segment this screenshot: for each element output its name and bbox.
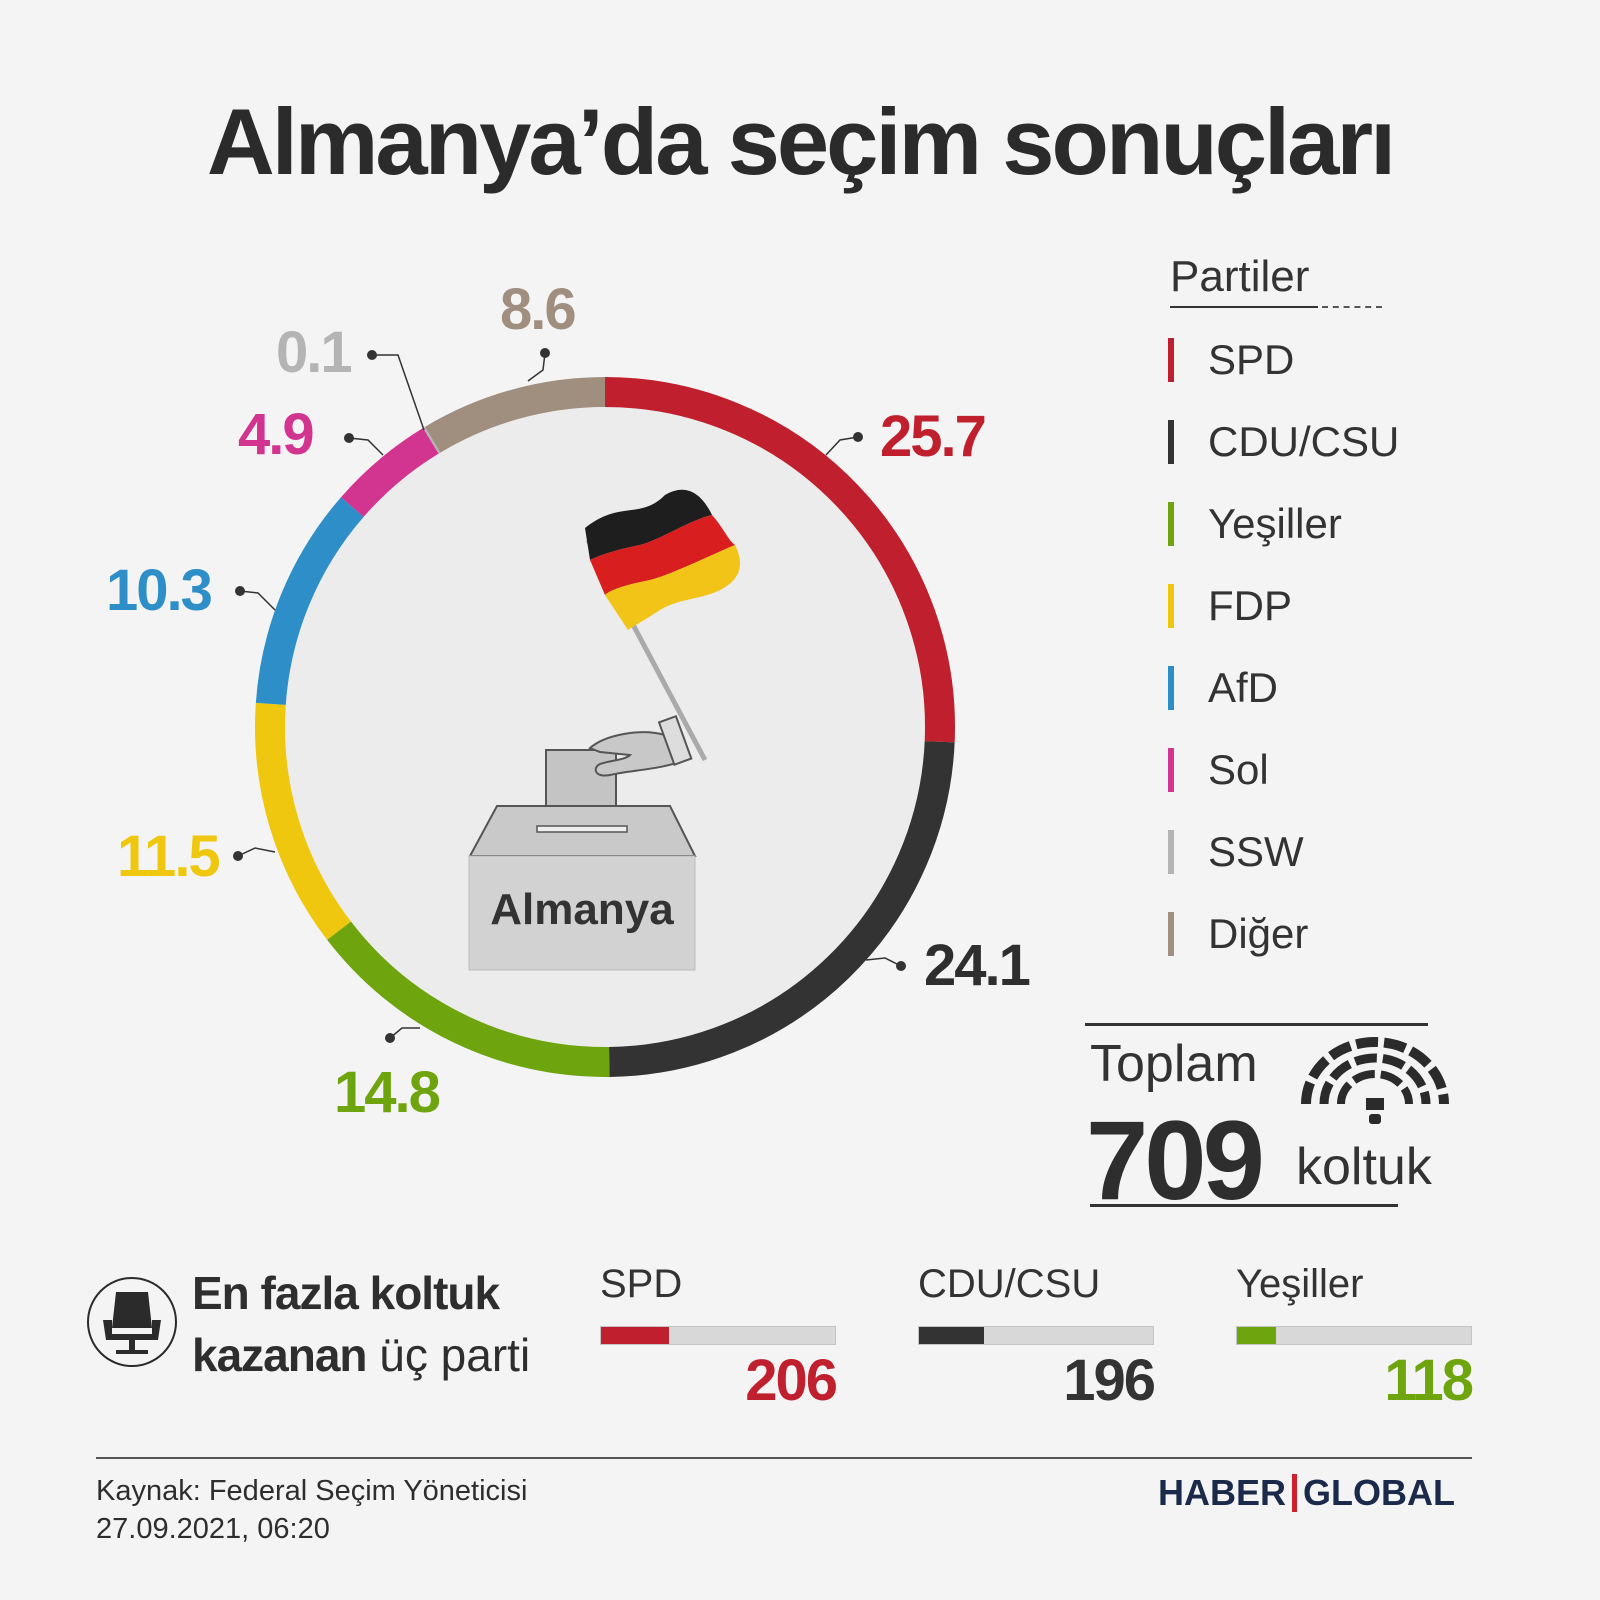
label-afd: 10.3 bbox=[106, 558, 213, 623]
heading-rest: üç parti bbox=[366, 1329, 531, 1381]
party-name: Yeşiller bbox=[1236, 1262, 1364, 1306]
german-flag-icon bbox=[585, 489, 740, 762]
label-sol: 4.9 bbox=[238, 402, 315, 467]
logo-separator bbox=[1292, 1474, 1298, 1512]
heading-bold-2: kazanan bbox=[192, 1329, 368, 1381]
legend-item: Diğer bbox=[1168, 910, 1309, 957]
donut-segment-ssw bbox=[423, 426, 441, 454]
legend-swatch bbox=[1168, 666, 1174, 710]
legend-label: Sol bbox=[1208, 746, 1269, 793]
legend-item: CDU/CSU bbox=[1168, 418, 1400, 465]
label-spd: 25.7 bbox=[880, 404, 987, 469]
donut-segment-afd bbox=[255, 497, 364, 706]
legend-swatch bbox=[1168, 584, 1174, 628]
legend-item: AfD bbox=[1168, 664, 1279, 711]
seat-bar bbox=[1236, 1326, 1472, 1345]
legend-label: SPD bbox=[1208, 336, 1295, 383]
seat-count: 206 bbox=[745, 1348, 838, 1413]
seat-bar-fill bbox=[601, 1327, 669, 1344]
legend-title: Partiler bbox=[1170, 252, 1310, 301]
leader-lines bbox=[237, 352, 902, 1039]
seat-count: 118 bbox=[1384, 1348, 1474, 1413]
footer-divider bbox=[96, 1457, 1472, 1459]
legend-swatch bbox=[1168, 338, 1174, 382]
legend-swatch bbox=[1168, 502, 1174, 546]
label-fdp: 11.5 bbox=[117, 824, 221, 889]
page-title: Almanya’da seçim sonuçları bbox=[206, 89, 1396, 194]
top-seats-heading: En fazla koltuk kazanan üç parti bbox=[192, 1262, 530, 1386]
legend-label: FDP bbox=[1208, 582, 1292, 629]
label-cdu-csu: 24.1 bbox=[924, 933, 1031, 998]
donut-segment-spd bbox=[604, 377, 955, 743]
haber-global-logo: HABER GLOBAL bbox=[1158, 1472, 1455, 1514]
legend-item: Yeşiller bbox=[1168, 500, 1342, 547]
donut-segment-yeşiller bbox=[327, 921, 610, 1077]
donut-segment-cdu-csu bbox=[609, 741, 955, 1077]
legend-item: FDP bbox=[1168, 582, 1292, 629]
legend-label: Diğer bbox=[1208, 910, 1309, 957]
seat-bar-fill bbox=[919, 1327, 984, 1344]
inner-circle bbox=[285, 407, 925, 1047]
total-divider-bottom bbox=[1090, 1204, 1398, 1207]
donut-segment-diğer bbox=[424, 377, 606, 453]
seat-bar bbox=[600, 1326, 836, 1345]
legend-item: Sol bbox=[1168, 746, 1269, 793]
legend-item: SSW bbox=[1168, 828, 1304, 875]
heading-bold-1: En fazla koltuk bbox=[192, 1267, 500, 1319]
label-ssw: 0.1 bbox=[276, 320, 353, 385]
donut-segment-fdp bbox=[255, 702, 351, 940]
source-text: Kaynak: Federal Seçim Yöneticisi bbox=[96, 1475, 528, 1507]
top-party: SPD 206 bbox=[600, 1262, 838, 1414]
legend-swatch bbox=[1168, 830, 1174, 874]
seat-bar-fill bbox=[1237, 1327, 1276, 1344]
legend-item: SPD bbox=[1168, 336, 1295, 383]
seat-bar bbox=[918, 1326, 1154, 1345]
party-name: SPD bbox=[600, 1262, 683, 1306]
label-diger: 8.6 bbox=[500, 277, 577, 342]
legend-swatch bbox=[1168, 912, 1174, 956]
total-unit: koltuk bbox=[1296, 1138, 1432, 1196]
legend-label: Yeşiller bbox=[1208, 500, 1342, 547]
logo-right: GLOBAL bbox=[1303, 1472, 1455, 1513]
date-text: 27.09.2021, 06:20 bbox=[96, 1513, 330, 1545]
total-label: Toplam bbox=[1090, 1035, 1258, 1093]
parliament-icon bbox=[1301, 1037, 1449, 1124]
legend-divider bbox=[1170, 306, 1318, 308]
total-value: 709 bbox=[1086, 1098, 1265, 1223]
leader-dots bbox=[233, 348, 906, 1043]
legend-swatch bbox=[1168, 748, 1174, 792]
footer-source: Kaynak: Federal Seçim Yöneticisi 27.09.2… bbox=[96, 1472, 527, 1548]
total-divider-top bbox=[1085, 1023, 1428, 1026]
center-label: Almanya bbox=[490, 885, 674, 934]
seat-count: 196 bbox=[1063, 1348, 1156, 1413]
legend-label: AfD bbox=[1208, 664, 1279, 711]
donut-segment-sol bbox=[341, 428, 439, 518]
legend-label: SSW bbox=[1208, 828, 1304, 875]
label-yesiller: 14.8 bbox=[334, 1060, 441, 1125]
legend-divider-dashed bbox=[1322, 306, 1382, 308]
top-party: Yeşiller 118 bbox=[1236, 1262, 1474, 1414]
chair-icon bbox=[87, 1277, 177, 1367]
legend-label: CDU/CSU bbox=[1208, 418, 1400, 465]
legend-swatch bbox=[1168, 420, 1174, 464]
top-party: CDU/CSU 196 bbox=[918, 1262, 1156, 1414]
party-name: CDU/CSU bbox=[918, 1262, 1101, 1306]
logo-left: HABER bbox=[1158, 1472, 1287, 1513]
ballot-box-icon bbox=[468, 714, 697, 971]
